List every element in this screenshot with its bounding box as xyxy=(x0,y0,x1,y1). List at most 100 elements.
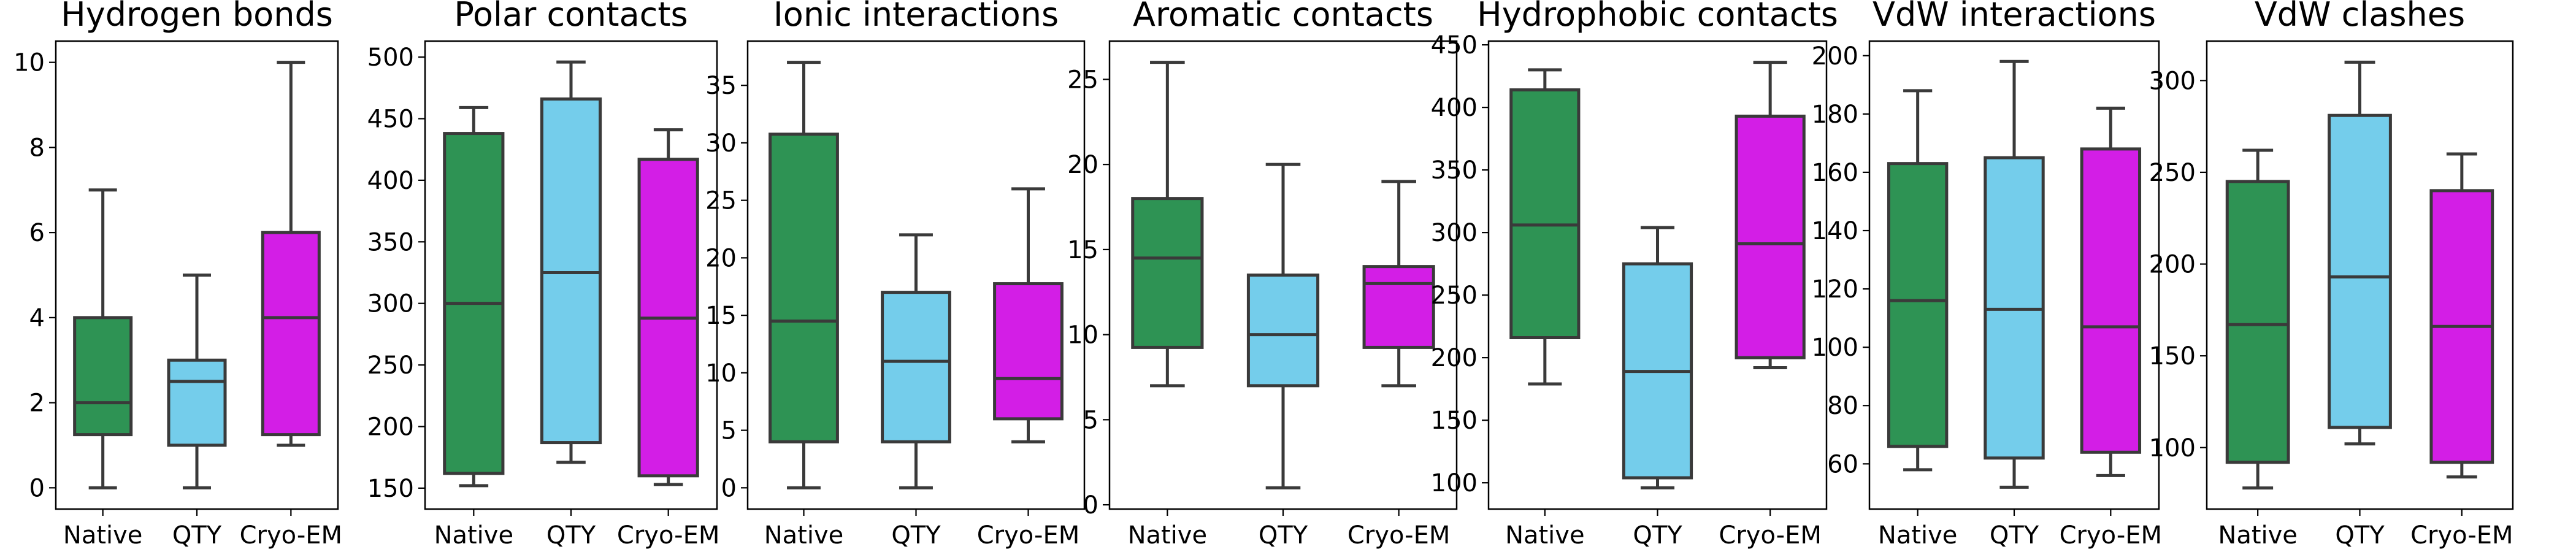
plot-frame xyxy=(55,40,339,510)
y-tick-label: 200 xyxy=(367,413,414,441)
box-qty xyxy=(1984,59,2045,489)
iqr-box xyxy=(1362,265,1435,349)
y-tick-label: 150 xyxy=(2149,342,2196,370)
panel-1: Hydrogen bonds 0 2 4 6 8 10 Native QTY Cryo-EM xyxy=(13,0,342,550)
y-tick-label: 200 xyxy=(1812,42,1858,71)
y-tick-label: 0 xyxy=(721,474,737,502)
y-tick-label: 450 xyxy=(367,105,414,133)
y-tick-label: 2 xyxy=(29,389,45,418)
y-tick-label: 0 xyxy=(29,474,45,502)
y-tick-label: 35 xyxy=(705,72,737,100)
box-qty xyxy=(1622,226,1693,489)
iqr-box xyxy=(1246,274,1320,388)
box-native xyxy=(73,188,133,489)
iqr-box xyxy=(540,97,602,445)
box-native xyxy=(443,105,505,488)
y-tick-label: 6 xyxy=(29,219,45,247)
x-tick-label: Cryo-EM xyxy=(2410,521,2513,550)
box-qty xyxy=(881,233,951,489)
y-tick-label: 250 xyxy=(1431,282,1478,310)
x-tick-label: Native xyxy=(764,521,844,550)
panel-title: Hydrogen bonds xyxy=(61,0,333,34)
y-tick-label: 140 xyxy=(1812,217,1858,245)
y-tick-label: 400 xyxy=(367,167,414,195)
y-tick-label: 100 xyxy=(1431,469,1478,497)
x-tick-label: Native xyxy=(1505,521,1585,550)
iqr-box xyxy=(993,282,1064,421)
x-tick-label: QTY xyxy=(1259,521,1308,550)
box-cryo-em xyxy=(637,128,699,486)
y-tick-label: 5 xyxy=(1083,406,1098,434)
x-tick-label: Cryo-EM xyxy=(2060,521,2162,550)
panel-title: VdW interactions xyxy=(1873,0,2156,34)
y-tick-label: 20 xyxy=(705,244,737,272)
box-native xyxy=(1509,68,1581,386)
y-tick-label: 300 xyxy=(367,290,414,318)
y-tick-label: 100 xyxy=(1812,334,1858,362)
x-tick-label: Native xyxy=(434,521,514,550)
box-cryo-em xyxy=(2429,152,2494,479)
iqr-box xyxy=(2328,113,2392,429)
x-tick-label: QTY xyxy=(172,521,222,550)
panel-5: Hydrophobic contacts 100 150 200 250 300 350 40… xyxy=(1431,0,1838,550)
panel-3: Ionic interactions 0 5 10 15 20 25 30 35 Native QT… xyxy=(705,0,1086,550)
y-tick-label: 25 xyxy=(1067,66,1098,94)
iqr-box xyxy=(1887,162,1949,448)
x-tick-label: QTY xyxy=(1990,521,2039,550)
iqr-box xyxy=(881,291,951,443)
y-tick-label: 15 xyxy=(1067,236,1098,264)
panel-6: VdW interactions 60 80 100 120 140 160 180 200 Na… xyxy=(1812,0,2162,550)
box-cryo-em xyxy=(1362,180,1435,388)
box-cryo-em xyxy=(261,61,321,447)
box-native xyxy=(1131,61,1204,388)
iqr-box xyxy=(73,316,133,437)
y-tick-label: 180 xyxy=(1812,101,1858,129)
panel-4: Aromatic contacts 0 5 10 15 20 25 Native QTY Cryo… xyxy=(1067,0,1458,550)
box-qty xyxy=(167,274,227,489)
y-tick-label: 0 xyxy=(1083,491,1098,519)
box-cryo-em xyxy=(2080,106,2142,477)
y-tick-label: 30 xyxy=(705,129,737,158)
x-tick-label: Cryo-EM xyxy=(617,521,719,550)
x-tick-label: QTY xyxy=(546,521,596,550)
y-tick-label: 120 xyxy=(1812,275,1858,304)
iqr-box xyxy=(1735,114,1806,359)
y-tick-label: 10 xyxy=(1067,321,1098,350)
y-tick-label: 150 xyxy=(1431,407,1478,435)
panel-2: Polar contacts 150 200 250 300 350 400 450 500 Na… xyxy=(367,0,720,550)
box-native xyxy=(2225,148,2290,490)
y-tick-label: 400 xyxy=(1431,94,1478,122)
panel-title: Hydrophobic contacts xyxy=(1477,0,1838,34)
y-tick-label: 250 xyxy=(2149,159,2196,187)
y-tick-label: 5 xyxy=(721,417,737,445)
y-tick-label: 10 xyxy=(13,49,45,77)
iqr-box xyxy=(261,231,321,437)
x-tick-label: Native xyxy=(2218,521,2298,550)
y-tick-label: 300 xyxy=(1431,219,1478,247)
y-tick-label: 150 xyxy=(367,475,414,503)
panel-title: Polar contacts xyxy=(454,0,688,34)
y-tick-label: 200 xyxy=(1431,344,1478,372)
box-qty xyxy=(2328,60,2392,446)
y-tick-label: 300 xyxy=(2149,67,2196,95)
box-cryo-em xyxy=(1735,61,1806,369)
iqr-box xyxy=(1131,197,1204,349)
box-native xyxy=(1887,89,1949,472)
y-tick-label: 60 xyxy=(1827,450,1858,478)
x-tick-label: Native xyxy=(1128,521,1208,550)
y-tick-label: 25 xyxy=(705,187,737,215)
iqr-box xyxy=(167,358,227,447)
iqr-box xyxy=(769,132,839,443)
x-tick-label: Cryo-EM xyxy=(240,521,342,550)
x-tick-label: Cryo-EM xyxy=(1719,521,1821,550)
x-tick-label: QTY xyxy=(891,521,941,550)
plot-frame xyxy=(424,40,718,510)
panel-7: VdW clashes 100 150 200 250 300 Native QTY Cryo-… xyxy=(2149,0,2514,550)
panel-title: VdW clashes xyxy=(2255,0,2465,34)
plot-frame xyxy=(746,40,1086,510)
y-tick-label: 4 xyxy=(29,304,45,332)
x-tick-label: Cryo-EM xyxy=(1347,521,1450,550)
plot-frame xyxy=(1487,40,1828,510)
x-tick-label: QTY xyxy=(2335,521,2385,550)
iqr-box xyxy=(2080,147,2142,454)
